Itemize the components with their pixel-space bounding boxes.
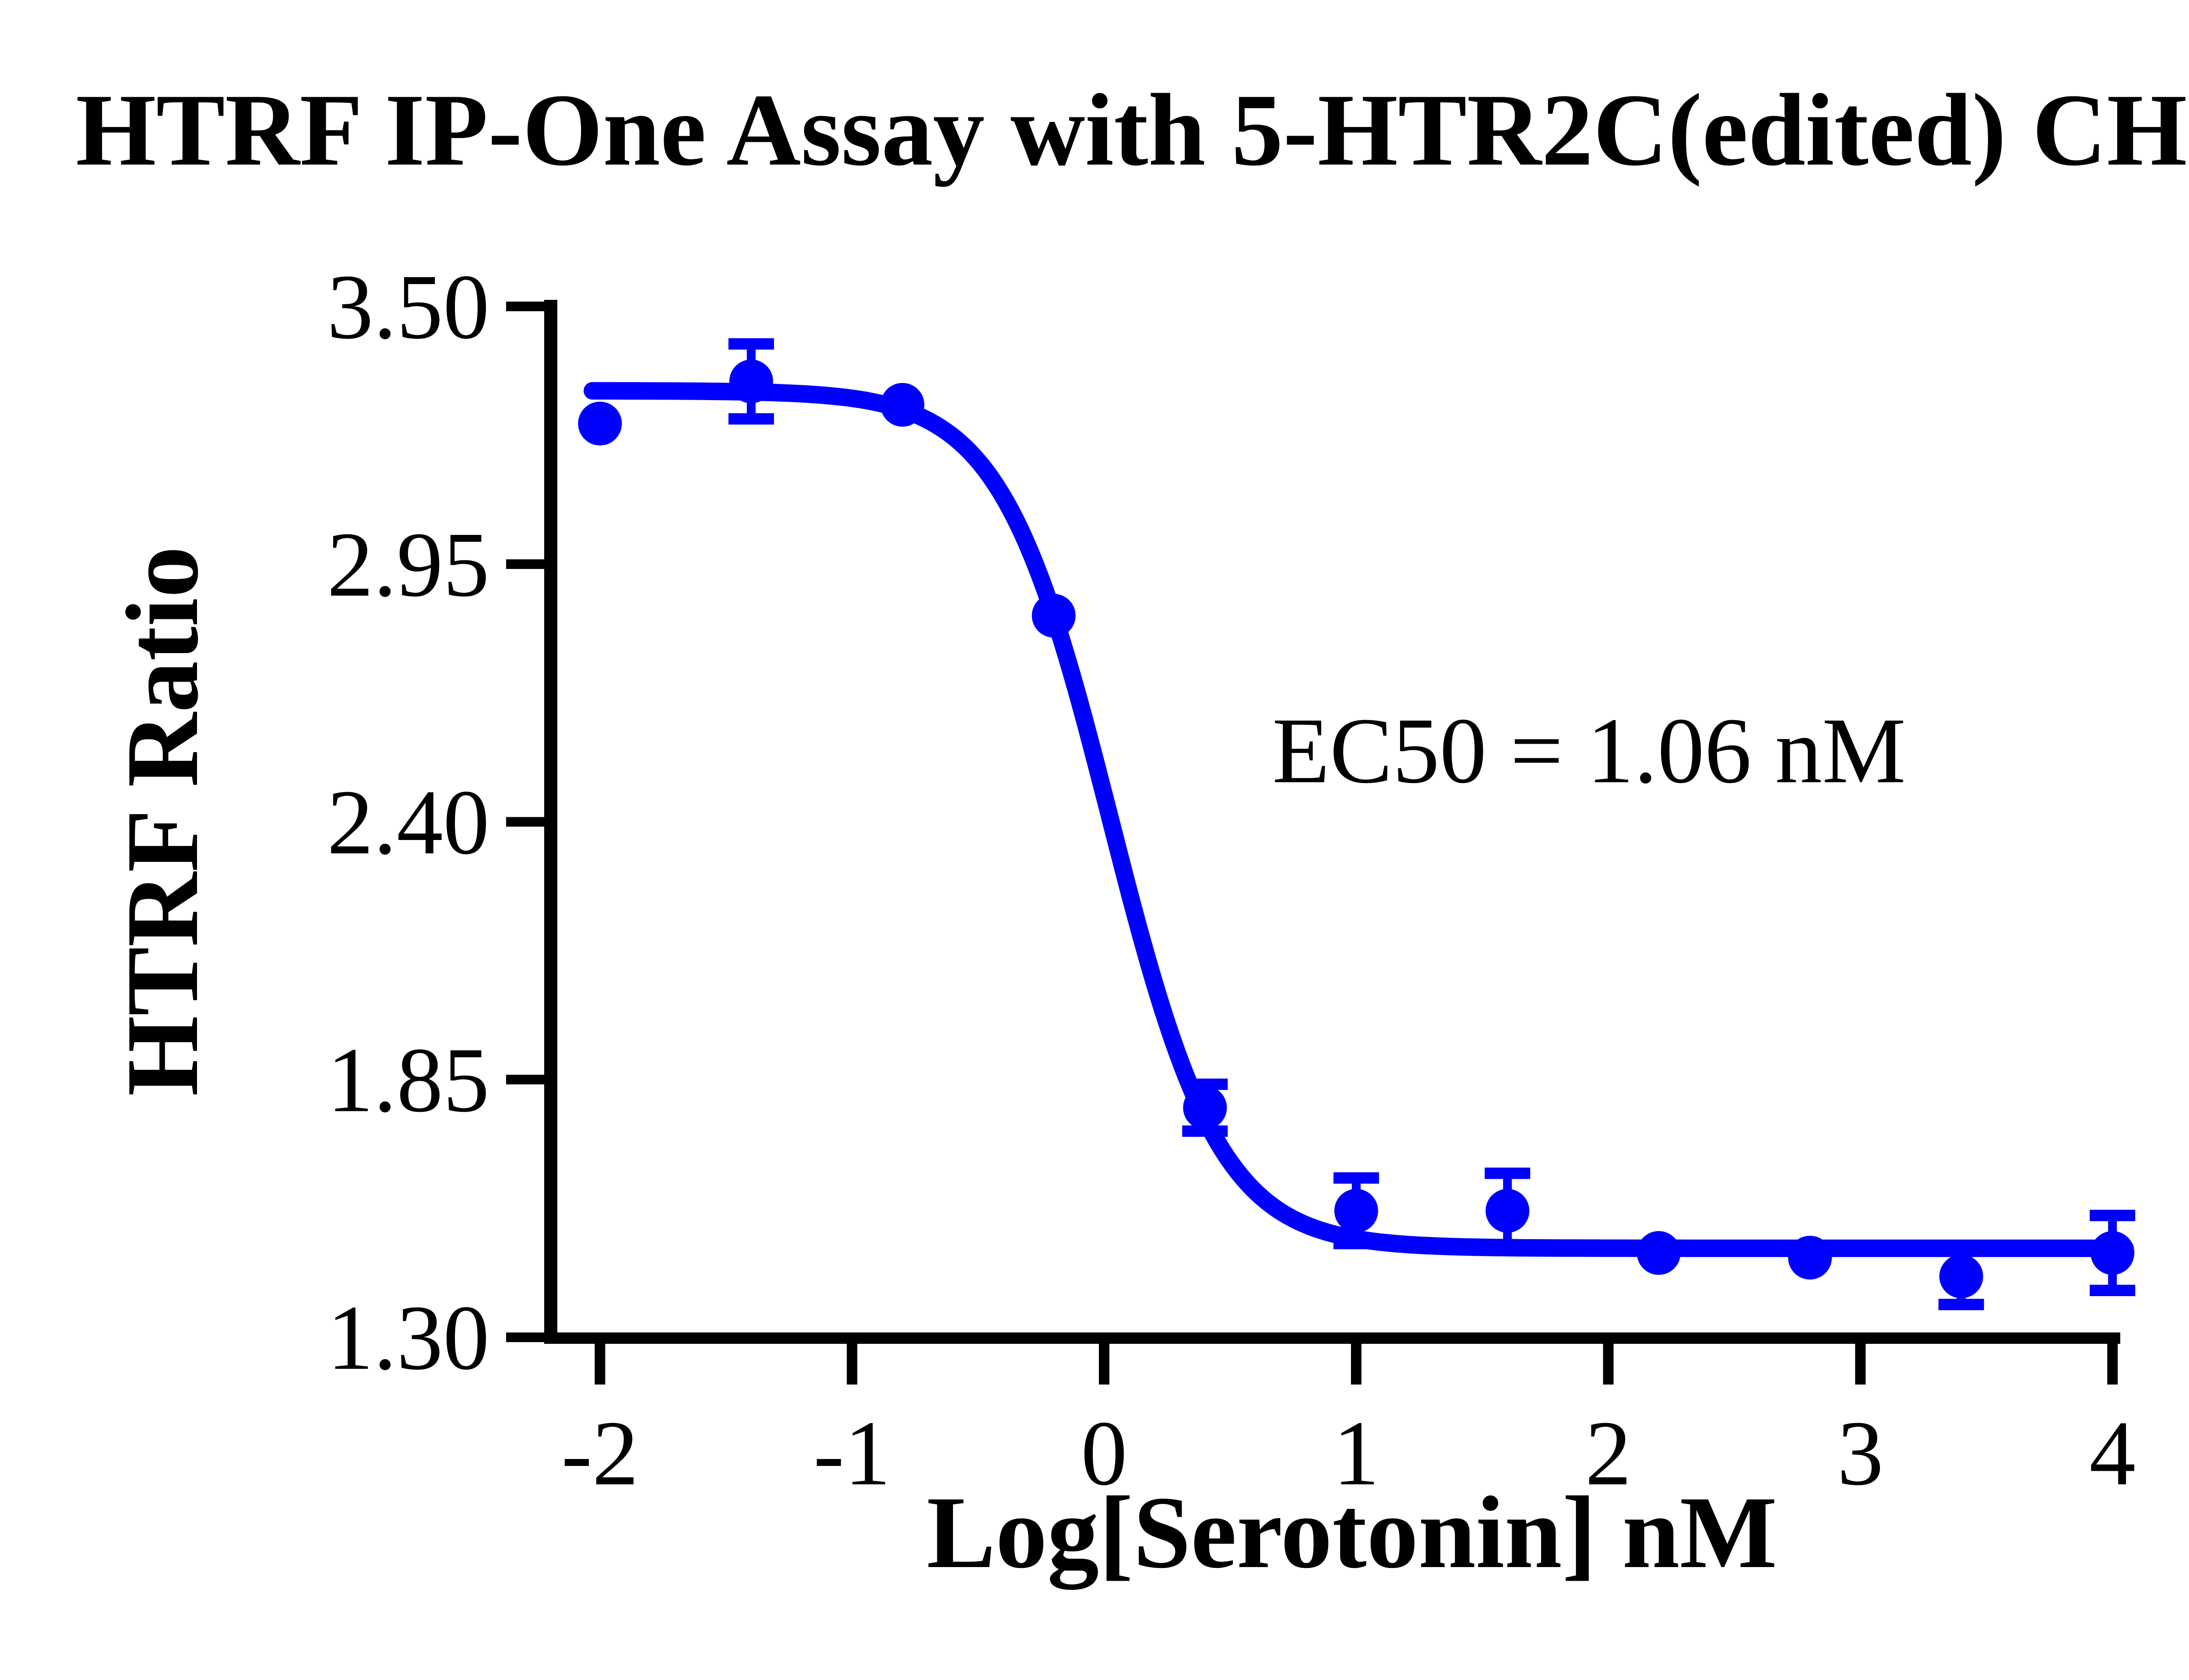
error-bar-cap-bottom xyxy=(1938,1299,1984,1311)
error-bar-cap-top xyxy=(2090,1209,2136,1221)
x-tick-label: 4 xyxy=(2089,1402,2136,1504)
ec50-annotation: EC50 = 1.06 nM xyxy=(1272,698,1906,803)
x-tick-label: -1 xyxy=(813,1402,891,1504)
data-point-marker xyxy=(880,383,925,427)
chart-title: HTRF IP-One Assay with 5-HTR2C(edited) C… xyxy=(76,73,2189,187)
y-tick xyxy=(506,1332,544,1343)
data-points xyxy=(578,359,2135,1298)
x-tick xyxy=(847,1344,858,1385)
data-point-marker xyxy=(1485,1189,1530,1233)
y-tick-label: 1.85 xyxy=(327,1028,489,1131)
sigmoid-curve xyxy=(584,382,2134,1257)
error-bar-cap-top xyxy=(1485,1167,1531,1179)
y-tick xyxy=(506,1075,544,1085)
data-point-marker xyxy=(1334,1189,1378,1233)
error-bar-cap-top xyxy=(1938,1242,1984,1254)
x-tick xyxy=(1099,1344,1109,1385)
y-tick xyxy=(506,302,544,311)
fit-curve xyxy=(584,382,2134,1257)
y-tick xyxy=(506,559,544,569)
y-tick-labels: 3.50 2.95 2.40 1.85 1.30 xyxy=(327,255,489,1389)
x-tick xyxy=(2107,1344,2118,1385)
data-point-marker xyxy=(1939,1254,1983,1298)
x-tick xyxy=(1351,1344,1362,1385)
data-point-marker xyxy=(578,401,622,446)
y-tick-label: 2.95 xyxy=(327,513,489,616)
x-tick-label: 0 xyxy=(1081,1402,1127,1504)
error-bars xyxy=(728,338,2136,1311)
y-axis-spine xyxy=(544,300,557,1344)
x-tick xyxy=(595,1344,605,1385)
data-point-marker xyxy=(1183,1086,1227,1130)
data-point-marker xyxy=(1636,1231,1681,1275)
x-axis-title: Log[Serotonin] nM xyxy=(927,1476,1777,1590)
data-point-marker xyxy=(729,359,773,404)
axes xyxy=(544,300,2120,1344)
error-bar-cap-top xyxy=(728,338,774,350)
error-bar-cap-bottom xyxy=(728,413,774,425)
x-axis-spine xyxy=(544,1332,2120,1344)
error-bar-cap-bottom xyxy=(1333,1238,1379,1249)
y-axis-ticks xyxy=(506,302,544,1343)
x-tick-labels: -2 -1 0 1 2 3 4 xyxy=(561,1402,2136,1504)
x-tick xyxy=(1855,1344,1866,1385)
y-tick-label: 1.30 xyxy=(327,1286,489,1389)
data-point-marker xyxy=(1788,1236,1832,1280)
x-tick xyxy=(1603,1344,1614,1385)
y-tick-label: 3.50 xyxy=(327,255,489,358)
x-tick-label: 3 xyxy=(1837,1402,1883,1504)
error-bar-cap-bottom xyxy=(1485,1242,1531,1254)
data-point-marker xyxy=(2090,1231,2135,1275)
data-point-marker xyxy=(1031,594,1076,638)
y-axis-title: HTRF Ratio xyxy=(106,546,220,1096)
y-tick-label: 2.40 xyxy=(327,771,489,874)
x-axis-ticks xyxy=(595,1344,2118,1385)
y-tick xyxy=(506,817,544,827)
error-bar-cap-top xyxy=(1333,1172,1379,1184)
error-bar-cap-bottom xyxy=(2090,1285,2136,1297)
x-tick-label: 1 xyxy=(1333,1402,1380,1504)
x-tick-label: 2 xyxy=(1585,1402,1632,1504)
x-tick-label: -2 xyxy=(561,1402,639,1504)
